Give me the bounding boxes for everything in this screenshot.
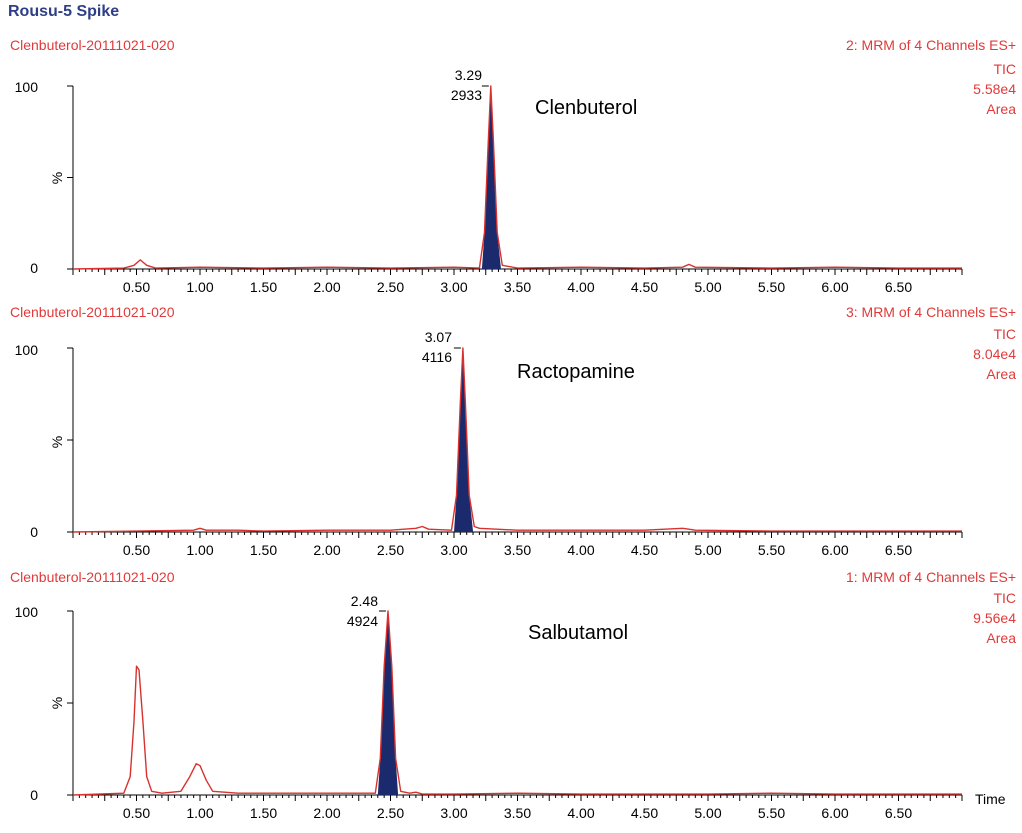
plot-marks: 0.50 1.00 1.50 2.00 2.50 3.00 3.50 4.00 4.50 5.00… bbox=[67, 85, 963, 295]
x-tick-label: 1.00 bbox=[186, 542, 213, 558]
peak-rt-label: 3.29 bbox=[455, 67, 482, 83]
x-tick-label: 4.50 bbox=[631, 279, 658, 295]
x-tick-label: 3.00 bbox=[440, 542, 467, 558]
x-tick-label: 2.00 bbox=[313, 279, 340, 295]
x-tick-label: 5.00 bbox=[694, 279, 721, 295]
x-tick-label: 5.00 bbox=[694, 542, 721, 558]
sample-label: Clenbuterol-20111021-020 bbox=[10, 569, 175, 585]
x-tick-label: 0.50 bbox=[123, 805, 150, 821]
x-tick-label: 2.50 bbox=[377, 542, 404, 558]
y-tick-0: 0 bbox=[30, 524, 38, 540]
x-tick-label: 1.50 bbox=[250, 805, 277, 821]
y-axis-label: % bbox=[49, 172, 65, 184]
x-tick-label: 5.50 bbox=[758, 279, 785, 295]
integrated-peak-area bbox=[377, 611, 399, 795]
intensity-label: 9.56e4 bbox=[973, 610, 1016, 626]
sample-label: Clenbuterol-20111021-020 bbox=[10, 304, 175, 320]
x-tick-label: 6.50 bbox=[885, 279, 912, 295]
y-tick-100: 100 bbox=[15, 604, 39, 620]
channel-type: TIC bbox=[993, 590, 1016, 606]
x-tick-label: 2.50 bbox=[377, 279, 404, 295]
x-tick-label: 4.00 bbox=[567, 805, 594, 821]
sample-label: Clenbuterol-20111021-020 bbox=[10, 37, 175, 53]
x-tick-label: 4.00 bbox=[567, 279, 594, 295]
channel-type: TIC bbox=[993, 326, 1016, 342]
compound-name: Ractopamine bbox=[517, 361, 635, 383]
compound-name: Clenbuterol bbox=[535, 97, 637, 119]
x-tick-label: 6.00 bbox=[821, 279, 848, 295]
x-axis-label: Time bbox=[975, 791, 1006, 807]
x-tick-label: 6.50 bbox=[885, 542, 912, 558]
y-axis-label: % bbox=[49, 697, 65, 709]
plot-marks: 0.50 1.00 1.50 2.00 2.50 3.00 3.50 4.00 4.50 5.00… bbox=[67, 610, 963, 821]
x-tick-label: 1.50 bbox=[250, 542, 277, 558]
peak-rt-label: 3.07 bbox=[425, 329, 452, 345]
x-tick-label: 2.00 bbox=[313, 805, 340, 821]
x-tick-label: 2.00 bbox=[313, 542, 340, 558]
y-tick-0: 0 bbox=[30, 260, 38, 276]
peak-area-label: 4116 bbox=[422, 349, 452, 365]
channel-label: 2: MRM of 4 Channels ES+ bbox=[846, 37, 1016, 53]
x-tick-label: 3.50 bbox=[504, 805, 531, 821]
x-tick-label: 1.00 bbox=[186, 805, 213, 821]
x-tick-label: 5.50 bbox=[758, 805, 785, 821]
compound-name: Salbutamol bbox=[528, 622, 628, 644]
peak-rt-label: 2.48 bbox=[351, 593, 378, 609]
x-tick-label: 6.00 bbox=[821, 805, 848, 821]
x-tick-label: 0.50 bbox=[123, 279, 150, 295]
chromatogram-panel-2: Clenbuterol-20111021-020 3: MRM of 4 Cha… bbox=[10, 304, 1016, 558]
y-tick-100: 100 bbox=[15, 79, 39, 95]
x-tick-label: 3.00 bbox=[440, 279, 467, 295]
mode-label: Area bbox=[986, 101, 1016, 117]
mode-label: Area bbox=[986, 366, 1016, 382]
peak-area-label: 2933 bbox=[451, 87, 482, 103]
x-tick-label: 1.00 bbox=[186, 279, 213, 295]
x-tick-label: 3.50 bbox=[504, 542, 531, 558]
channel-type: TIC bbox=[993, 61, 1016, 77]
peak-area-label: 4924 bbox=[347, 613, 378, 629]
intensity-label: 5.58e4 bbox=[973, 81, 1016, 97]
x-tick-label: 3.50 bbox=[504, 279, 531, 295]
intensity-label: 8.04e4 bbox=[973, 346, 1016, 362]
x-tick-label: 4.00 bbox=[567, 542, 594, 558]
chromatogram-panel-1: Clenbuterol-20111021-020 2: MRM of 4 Cha… bbox=[10, 37, 1016, 295]
x-tick-label: 3.00 bbox=[440, 805, 467, 821]
page-title: Rousu-5 Spike bbox=[8, 3, 120, 20]
x-tick-label: 4.50 bbox=[631, 542, 658, 558]
channel-label: 3: MRM of 4 Channels ES+ bbox=[846, 304, 1016, 320]
chromatogram-trace bbox=[72, 610, 962, 796]
x-tick-label: 6.50 bbox=[885, 805, 912, 821]
x-tick-label: 2.50 bbox=[377, 805, 404, 821]
mode-label: Area bbox=[986, 630, 1016, 646]
channel-label: 1: MRM of 4 Channels ES+ bbox=[846, 569, 1016, 585]
x-tick-label: 5.00 bbox=[694, 805, 721, 821]
plot-marks: 0.50 1.00 1.50 2.00 2.50 3.00 3.50 4.00 4.50 5.00… bbox=[67, 347, 963, 558]
x-tick-label: 6.00 bbox=[821, 542, 848, 558]
x-tick-label: 4.50 bbox=[631, 805, 658, 821]
y-tick-0: 0 bbox=[30, 787, 38, 803]
chromatogram-trace bbox=[72, 347, 962, 533]
y-tick-100: 100 bbox=[15, 342, 39, 358]
x-tick-label: 0.50 bbox=[123, 542, 150, 558]
x-tick-label: 5.50 bbox=[758, 542, 785, 558]
x-tick-label: 1.50 bbox=[250, 279, 277, 295]
y-axis-label: % bbox=[49, 436, 65, 448]
chromatogram-panel-3: Clenbuterol-20111021-020 1: MRM of 4 Cha… bbox=[10, 569, 1016, 821]
chromatogram-trace bbox=[72, 85, 962, 270]
